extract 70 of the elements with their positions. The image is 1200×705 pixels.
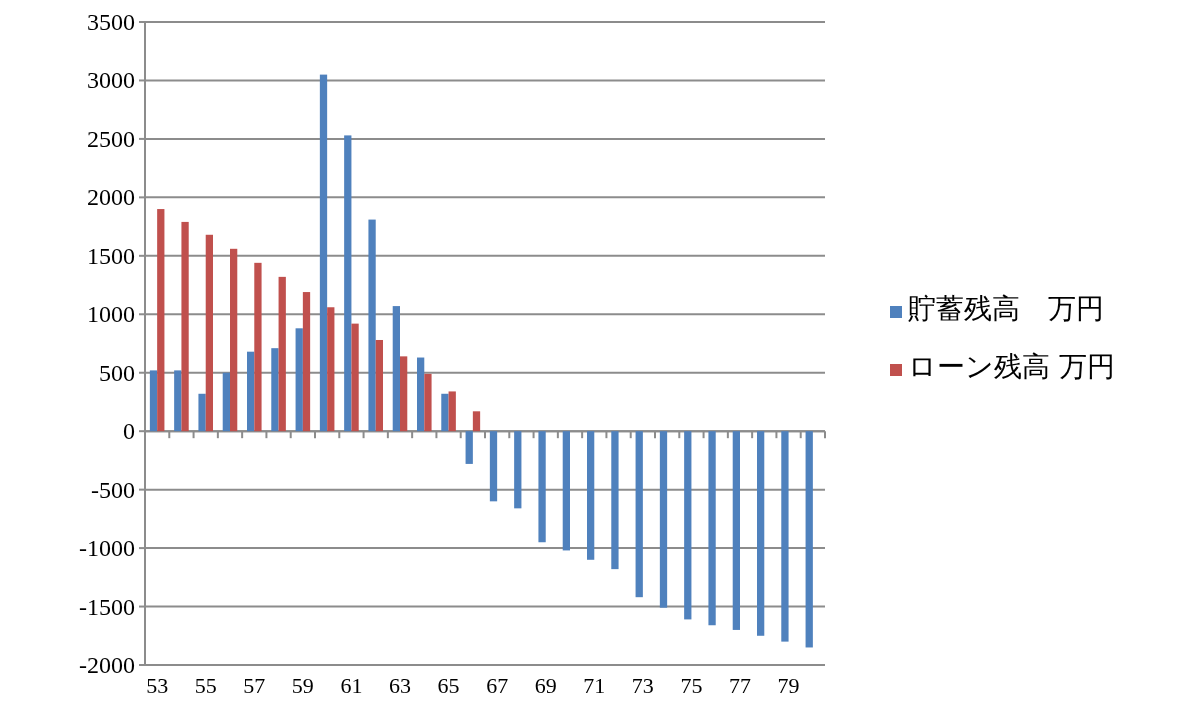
bar — [230, 248, 238, 432]
bar — [344, 135, 352, 432]
y-tick-label: -1000 — [79, 535, 135, 562]
bar — [149, 370, 158, 432]
bar — [732, 431, 740, 630]
x-tick-label: 77 — [729, 673, 751, 698]
bar — [489, 431, 498, 502]
x-tick-label: 63 — [389, 673, 411, 698]
y-tick-label: -500 — [91, 476, 135, 503]
bar — [448, 391, 456, 432]
bar — [659, 431, 668, 608]
x-tick-label: 55 — [194, 673, 217, 698]
x-tick-label: 75 — [680, 673, 703, 698]
y-tick-label: 3500 — [87, 9, 135, 35]
bar — [587, 431, 595, 560]
y-tick-label: -2000 — [79, 652, 135, 678]
bar — [417, 357, 425, 432]
bar — [635, 431, 643, 598]
bar — [181, 221, 189, 432]
y-tick-label: 3000 — [87, 67, 135, 94]
y-tick-label: 0 — [123, 418, 135, 445]
x-tick-label: 67 — [486, 673, 509, 698]
bar — [174, 370, 182, 432]
bar — [708, 431, 716, 626]
bar — [441, 393, 449, 432]
legend-label: 貯蓄残高 万円 — [908, 292, 1104, 325]
bar — [254, 262, 262, 432]
x-tick-label: 65 — [437, 673, 460, 698]
x-tick-label: 79 — [777, 673, 800, 698]
bar — [805, 431, 813, 648]
bar — [319, 74, 328, 432]
x-tick-label: 71 — [583, 673, 606, 698]
bar — [424, 373, 432, 432]
legend-label: ローン残高 万円 — [908, 350, 1115, 383]
x-tick-label: 61 — [340, 673, 363, 698]
x-tick-label: 57 — [243, 673, 266, 698]
bar — [247, 351, 255, 432]
bar — [368, 219, 376, 432]
bar — [684, 431, 692, 620]
bar — [375, 339, 383, 432]
y-tick-label: 1500 — [87, 242, 135, 269]
bar — [400, 356, 408, 432]
bar — [327, 307, 335, 432]
bar — [271, 348, 279, 432]
bar — [302, 292, 311, 432]
bar — [198, 393, 206, 432]
y-tick-label: 2000 — [87, 184, 135, 211]
bar — [514, 431, 522, 509]
x-tick-label: 73 — [631, 673, 654, 698]
x-tick-label: 53 — [146, 673, 169, 698]
bar — [472, 411, 481, 432]
bar — [538, 431, 546, 543]
y-tick-label: 1000 — [87, 301, 135, 328]
bar — [295, 328, 303, 432]
bar — [562, 431, 570, 551]
x-tick-label: 69 — [534, 673, 557, 698]
bar — [757, 431, 765, 636]
y-tick-label: 500 — [99, 359, 135, 386]
bar — [465, 431, 473, 464]
bar — [205, 234, 213, 432]
y-tick-label: -1500 — [79, 593, 135, 620]
bar — [392, 306, 400, 432]
bar — [781, 431, 789, 642]
x-tick-label: 59 — [291, 673, 314, 698]
bar — [611, 431, 619, 570]
y-tick-label: 2500 — [87, 125, 135, 152]
bar — [351, 323, 359, 432]
bar — [222, 372, 230, 432]
bar — [157, 209, 165, 432]
bar — [278, 276, 286, 432]
